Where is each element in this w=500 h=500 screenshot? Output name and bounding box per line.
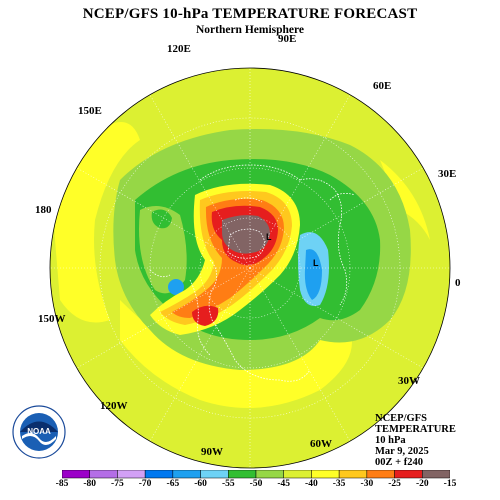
- colorbar-swatch: [338, 470, 368, 479]
- info-model: NCEP/GFS: [375, 413, 427, 424]
- colorbar-swatch: [255, 470, 284, 479]
- colorbar-tick-label: -60: [194, 479, 207, 489]
- lon-label-90e: 90E: [278, 33, 297, 45]
- colorbar-swatch: [422, 470, 450, 479]
- lon-label-120w: 120W: [100, 400, 128, 412]
- contour-minus40-east: [380, 160, 430, 240]
- colorbar-tick-label: -65: [166, 479, 180, 489]
- noaa-logo-text: NOAA: [27, 427, 51, 436]
- colorbar-swatch: [172, 470, 201, 479]
- noaa-logo: NOAA: [12, 405, 66, 459]
- colorbar-swatch: [117, 470, 146, 479]
- colorbar-swatch: [89, 470, 118, 479]
- colorbar-tick-label: -85: [55, 479, 69, 489]
- lon-label-90w: 90W: [201, 446, 223, 458]
- colorbar-tick-label: -70: [138, 479, 152, 489]
- colorbar-swatch: [144, 470, 174, 479]
- lon-label-30e: 30E: [438, 168, 457, 180]
- lon-label-150e: 150E: [78, 105, 102, 117]
- colorbar-tick-label: -50: [249, 479, 263, 489]
- colorbar-tick-label: -80: [83, 479, 97, 489]
- colorbar-tick-label: -45: [277, 479, 291, 489]
- lon-label-150w: 150W: [38, 313, 66, 325]
- temperature-field: L L: [50, 68, 450, 468]
- info-level: 10 hPa: [375, 435, 406, 446]
- colorbar-swatches: [62, 470, 450, 479]
- colorbar-swatch: [283, 470, 312, 479]
- colorbar-tick-label: -15: [443, 479, 457, 489]
- colorbar-swatch: [394, 470, 423, 479]
- colorbar-tick-label: -25: [388, 479, 401, 489]
- colorbar-tick-label: -35: [332, 479, 346, 489]
- colorbar-tick-label: -40: [305, 479, 318, 489]
- colorbar-tick-label: -55: [221, 479, 235, 489]
- colorbar-tick-label: -75: [111, 479, 124, 489]
- coastline-north-america: [208, 259, 311, 382]
- forecast-info: NCEP/GFS TEMPERATURE 10 hPa Mar 9, 2025 …: [375, 413, 456, 468]
- contour-minus55-pocket: [151, 209, 172, 229]
- colorbar: [62, 470, 450, 479]
- contour-minus65-west: [168, 279, 184, 295]
- coastline-alaska: [189, 279, 211, 356]
- lat-lon-grid: [50, 68, 450, 468]
- colorbar-swatch: [62, 470, 90, 479]
- lon-label-60e: 60E: [373, 80, 392, 92]
- info-date: Mar 9, 2025: [375, 446, 429, 457]
- info-field: TEMPERATURE: [375, 424, 456, 435]
- coastline-siberia: [199, 164, 301, 181]
- colorbar-tick-label: -30: [360, 479, 374, 489]
- lon-label-180: 180: [35, 204, 52, 216]
- map-boundary: [49, 67, 451, 469]
- info-forecast-hour: 00Z + f240: [375, 457, 423, 468]
- map-title: NCEP/GFS 10-hPa TEMPERATURE FORECAST: [82, 6, 418, 22]
- coastline-scandinavia: [329, 192, 356, 201]
- contour-minus25-south: [192, 305, 219, 326]
- low-marker-north: L: [266, 232, 272, 242]
- contour-minus65-east: [304, 249, 322, 300]
- contour-minus20-core: [222, 215, 270, 254]
- lon-label-0: 0: [455, 277, 461, 289]
- lon-label-120e: 120E: [167, 43, 191, 55]
- coastlines: [149, 164, 356, 382]
- colorbar-swatch: [366, 470, 395, 479]
- colorbar-swatch: [311, 470, 340, 479]
- map-subtitle: Northern Hemisphere: [195, 24, 305, 36]
- colorbar-swatch: [200, 470, 229, 479]
- contour-minus40-west: [54, 122, 140, 323]
- coastline-greenland: [227, 228, 265, 259]
- colorbar-swatch: [228, 470, 257, 479]
- colorbar-tick-label: -20: [415, 479, 429, 489]
- contour-minus50-pocket: [139, 206, 187, 294]
- lon-label-60w: 60W: [310, 438, 332, 450]
- lon-label-30w: 30W: [398, 375, 420, 387]
- low-marker-east: L: [313, 258, 319, 268]
